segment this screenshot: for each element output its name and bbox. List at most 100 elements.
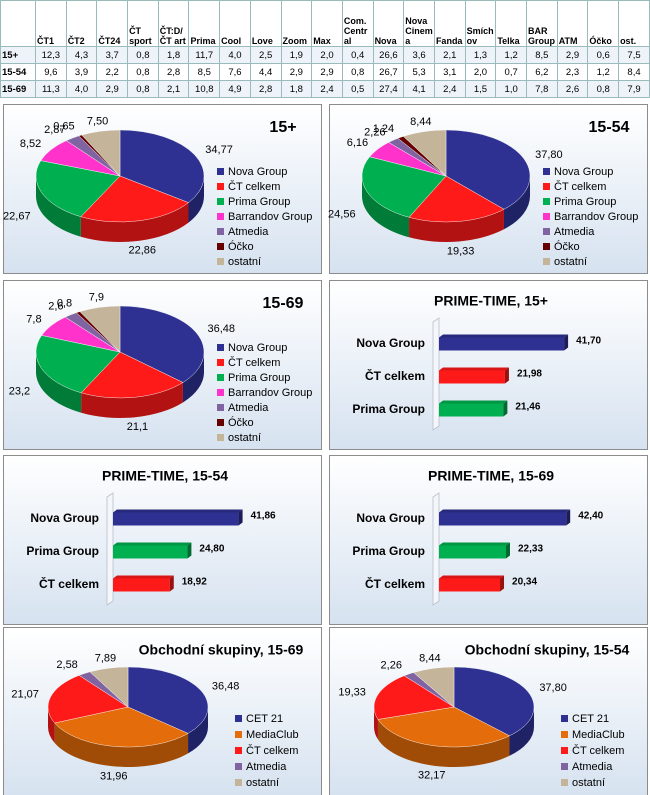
pie-slice [119,129,205,203]
legend-swatch [217,258,224,265]
bar [113,512,239,526]
bar [439,578,501,592]
category-label: Nova Group [356,511,425,525]
data-label: 8,44 [419,653,440,665]
pie-side [188,707,209,754]
data-label: 31,96 [100,770,128,782]
column-header: ATM [556,0,589,47]
pie-side [409,209,504,242]
bar-top [113,509,243,513]
data-label: 7,89 [95,652,116,664]
table-cell: 2,0 [464,63,497,81]
legend-label: CET 21 [246,713,283,725]
chart-panel: Obchodní skupiny, 15-54 37,80 32,17 19,33 2,… [329,627,648,795]
pie-slice [361,156,447,218]
table-cell: 7,8 [526,80,558,98]
table-cell: 2,5 [249,46,282,64]
column-header: Smíchov [464,0,497,47]
data-label: 7,50 [87,115,108,127]
column-header: Telka [495,0,527,47]
legend-label: ČT celkem [228,180,280,193]
bar-top [439,334,569,338]
table-cell: 11,3 [35,80,67,98]
data-label: 0,65 [53,121,74,133]
legend-label: Prima Group [228,196,290,208]
legend-swatch [235,763,242,770]
table-cell: 0,8 [341,63,374,81]
table-cell: 7,9 [618,80,650,98]
table-cell: 2,8 [249,80,282,98]
table-cell: 2,4 [311,80,343,98]
data-label: 7,8 [26,314,41,326]
legend-label: Atmedia [228,226,269,238]
legend-label: Nova Group [228,342,287,354]
data-label: 41,86 [251,511,276,522]
data-label: 2,26 [381,660,402,672]
bar-top [439,542,510,546]
chart-panel: PRIME-TIME, 15+ Nova Group 41,70 ČT celkem 2… [329,280,648,450]
pie-slice [408,175,505,223]
legend-label: Prima Group [554,196,616,208]
chart-panel: 15-54 37,80 19,33 24,56 6,162,261,24 8,44 Nova… [328,104,648,274]
column-header: ost. [618,0,650,47]
data-label: 19,33 [338,687,366,699]
legend-swatch [217,374,224,381]
column-header: ČT:D/ČT art [157,0,190,47]
legend-label: MediaClub [246,729,299,741]
legend-label: Barrandov Group [228,211,312,223]
column-header: Óčko [587,0,620,47]
data-label: 2,58 [56,659,77,671]
legend-swatch [217,243,224,250]
row-label: 15-69 [0,80,36,98]
data-label: 0,8 [57,297,72,309]
corner-cell [0,0,36,47]
legend-label: ostatní [228,432,261,444]
legend-swatch [217,434,224,441]
pie-slice [35,335,121,394]
bar [113,545,188,559]
ratings-table: ČT1 ČT2 ČT24 ČT sport ČT:D/ČT art Prima Cool Lo… [0,0,650,98]
data-label: 7,9 [89,292,104,304]
column-header: Zoom [280,0,313,47]
bar-top [113,575,174,579]
data-label: 22,86 [129,244,157,256]
legend-swatch [217,389,224,396]
data-label: 21,98 [517,369,542,380]
bar-wall [432,492,440,606]
legend-swatch [217,404,224,411]
legend-swatch [235,731,242,738]
bar [113,578,170,592]
pie-side [36,352,82,413]
table-cell: 4,0 [65,80,98,98]
category-label: ČT celkem [39,576,99,591]
chart-panel: 15-69 36,48 21,1 23,2 7,8 2,60,8 7,9 Nova Group… [3,280,322,450]
bar-end [564,334,569,351]
bar-wall [432,317,440,431]
legend-label: ČT celkem [246,744,298,757]
column-header: BAR Group [526,0,558,47]
table-row: 15-54 9,6 3,9 2,2 0,8 2,8 8,5 7,6 4,4 2,9 2,9 0,8 26… [0,63,650,81]
bar-end [238,509,243,526]
data-label: 6,16 [347,137,368,149]
legend-swatch [543,168,550,175]
panel-background [329,455,648,625]
data-label: 18,92 [182,577,207,588]
legend-swatch [217,183,224,190]
table-cell: 2,0 [311,46,343,64]
chart-title: 15-54 [589,119,630,136]
category-label: ČT celkem [365,368,425,383]
table-cell: 4,9 [219,80,251,98]
data-label: 2,26 [364,126,385,138]
pie-side [362,176,410,238]
data-label: 21,1 [127,421,148,433]
data-label: 1,24 [373,123,394,135]
data-label: 23,2 [9,386,30,398]
table-cell: 0,4 [341,46,374,64]
data-label: 42,40 [578,511,603,522]
chart-panel: 15+ 34,77 22,86 22,67 8,522,870,65 7,50 Nova G… [3,104,322,274]
legend-label: ostatní [572,777,605,789]
legend-label: Barrandov Group [228,387,312,399]
pie-slice [373,675,455,720]
table-cell: 3,7 [96,46,129,64]
